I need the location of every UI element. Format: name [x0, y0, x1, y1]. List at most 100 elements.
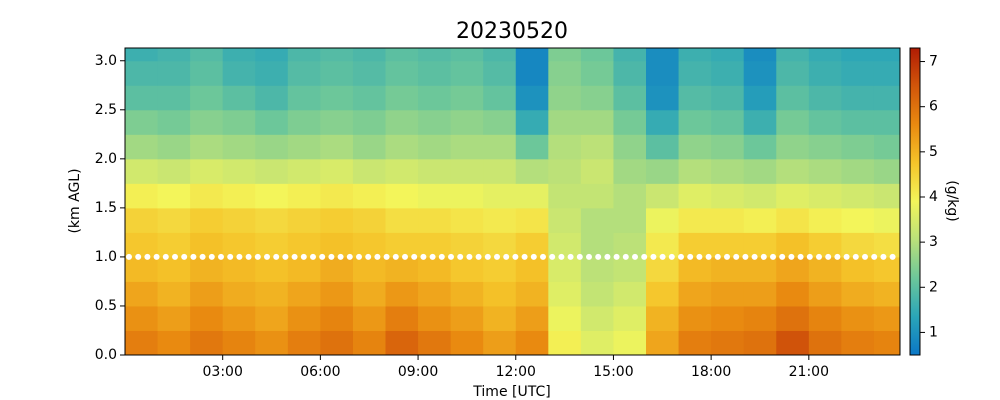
heatmap-cell [808, 85, 842, 111]
heatmap-cell [157, 109, 191, 135]
heatmap-cell [450, 85, 484, 111]
heatmap-cell [548, 305, 582, 331]
heatmap-cell [841, 134, 875, 160]
heatmap-cell [646, 48, 680, 62]
heatmap-cell [776, 305, 810, 331]
heatmap-cell [743, 158, 777, 184]
heatmap-cell [841, 232, 875, 258]
heatmap-cell [515, 48, 549, 62]
heatmap-cell [385, 109, 419, 135]
heatmap-cell [190, 85, 224, 111]
heatmap-cell [483, 134, 517, 160]
heatmap-cell [678, 256, 712, 282]
heatmap-cell [287, 109, 321, 135]
heatmap-cell [808, 305, 842, 331]
heatmap-cell [776, 48, 810, 62]
heatmap-cell [580, 256, 614, 282]
heatmap-cell [711, 330, 745, 356]
heatmap-cell [385, 158, 419, 184]
heatmap-cell [222, 109, 256, 135]
heatmap-cell [873, 85, 901, 111]
heatmap-cell [418, 183, 452, 209]
heatmap-cell [157, 183, 191, 209]
heatmap-cell [222, 256, 256, 282]
heatmap-cell [418, 256, 452, 282]
heatmap-cell [385, 256, 419, 282]
heatmap-cell [548, 85, 582, 111]
heatmap-cell [125, 281, 159, 307]
heatmap-cell [483, 48, 517, 62]
heatmap-cell [776, 134, 810, 160]
heatmap-cell [515, 158, 549, 184]
heatmap-cell [352, 183, 387, 209]
heatmap-cell [613, 109, 647, 135]
heatmap-cell [808, 281, 842, 307]
heatmap-cell [776, 256, 810, 282]
heatmap-cell [841, 60, 875, 86]
heatmap-cell [613, 305, 647, 331]
heatmap-cell [352, 256, 387, 282]
heatmap-cell [873, 207, 901, 233]
heatmap-cell [157, 48, 191, 62]
heatmap-cell [548, 232, 582, 258]
heatmap-cell [483, 85, 517, 111]
heatmap-cell [808, 158, 842, 184]
heatmap-cell [580, 281, 614, 307]
heatmap-cell [678, 109, 712, 135]
heatmap-cell [157, 330, 191, 356]
heatmap-cell [873, 109, 901, 135]
heatmap-cell [255, 158, 289, 184]
colorbar-tick-label: 2 [929, 279, 938, 295]
heatmap-cell [776, 281, 810, 307]
heatmap-cell [352, 207, 387, 233]
heatmap-cell [873, 305, 901, 331]
heatmap-cell [385, 183, 419, 209]
heatmap-cell [678, 207, 712, 233]
heatmap-cell [678, 158, 712, 184]
colorbar-tick-label: 1 [929, 324, 938, 340]
heatmap-cell [255, 134, 289, 160]
heatmap-cell [287, 330, 321, 356]
heatmap-cell [613, 281, 647, 307]
heatmap-cell [222, 305, 256, 331]
heatmap-cell [808, 207, 842, 233]
chart-title: 20230520 [456, 19, 568, 44]
heatmap-cell [776, 232, 810, 258]
heatmap-cell [157, 207, 191, 233]
heatmap-cell [743, 60, 777, 86]
heatmap-cell [776, 85, 810, 111]
heatmap-cell [841, 158, 875, 184]
heatmap-cell [678, 330, 712, 356]
heatmap-cell [548, 109, 582, 135]
heatmap-cell [190, 256, 224, 282]
heatmap-cell [711, 60, 745, 86]
heatmap-cell [125, 232, 159, 258]
heatmap-cell [711, 109, 745, 135]
heatmap-cell [222, 48, 256, 62]
heatmap-cell [776, 109, 810, 135]
heatmap-cell [450, 330, 484, 356]
heatmap-cell [873, 183, 901, 209]
heatmap-cell [873, 60, 901, 86]
colorbar [909, 47, 921, 356]
heatmap-cell [743, 85, 777, 111]
x-tick-label: 06:00 [300, 364, 340, 380]
heatmap-cell [548, 330, 582, 356]
heatmap-cell [190, 281, 224, 307]
heatmap-cell [548, 158, 582, 184]
heatmap-cell [711, 281, 745, 307]
heatmap-cell [548, 183, 582, 209]
heatmap-cell [125, 207, 159, 233]
heatmap-cell [678, 305, 712, 331]
heatmap-cell [580, 109, 614, 135]
heatmap-cell [320, 134, 354, 160]
heatmap-cell [125, 134, 159, 160]
heatmap-cell [483, 60, 517, 86]
heatmap-cell [255, 232, 289, 258]
x-tick-label: 15:00 [593, 364, 633, 380]
heatmap-cell [873, 48, 901, 62]
heatmap-cell [287, 305, 321, 331]
heatmap-cell [385, 281, 419, 307]
heatmap-cell [841, 109, 875, 135]
colorbar-tick-label: 6 [929, 99, 938, 115]
